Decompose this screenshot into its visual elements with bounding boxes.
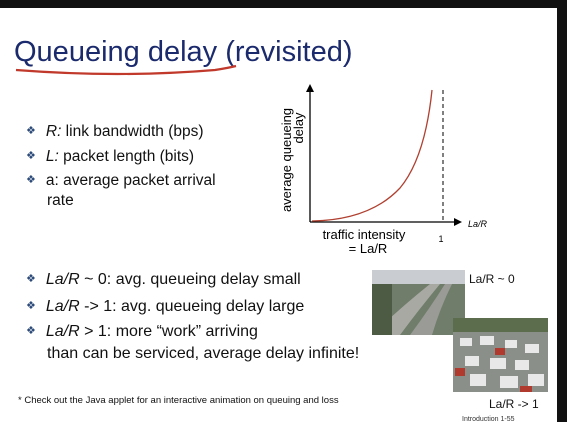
x-axis-label: La/R: [468, 219, 488, 229]
page-number: Introduction 1-55: [462, 416, 515, 422]
bullet-text: ~ 0: avg. queueing delay small: [79, 271, 301, 288]
bullet-text: -> 1: avg. queueing delay large: [79, 298, 305, 315]
bullet-marker: ❖: [26, 325, 36, 337]
title-underline: [15, 64, 237, 76]
bullet-text: packet length (bits): [58, 148, 195, 165]
y-label: average queueing: [279, 108, 294, 212]
delay-curve: [311, 89, 433, 222]
title: Queueing delay (revisited): [14, 36, 353, 68]
bullet-marker: ❖: [26, 125, 36, 137]
bullet-text: a: average packet arrival: [45, 172, 216, 189]
bullet-text: > 1: more “work” arriving: [79, 323, 258, 340]
bullet-variable: R:: [45, 123, 62, 140]
bullet: ❖ L: packet length (bits): [26, 148, 194, 166]
bullet-variable: La/R: [45, 298, 80, 315]
bullet-marker: ❖: [26, 300, 36, 312]
bullet-continuation: than can be serviced, average delay infi…: [47, 345, 360, 362]
bullet-marker: ❖: [26, 273, 36, 285]
bullet-variable: L:: [45, 148, 59, 165]
bullet-text: link bandwidth (bps): [61, 123, 204, 140]
x-tick-label: 1: [438, 234, 443, 244]
bullet: ❖ La/R > 1: more “work” arriving: [26, 323, 258, 341]
bullet: ❖ R: link bandwidth (bps): [26, 123, 204, 141]
bullet: ❖ La/R ~ 0: avg. queueing delay small: [26, 271, 301, 289]
bullet: ❖ a: average packet arrival: [26, 172, 216, 190]
photo-caption: La/R -> 1: [489, 397, 539, 411]
bullet-variable: La/R: [45, 323, 80, 340]
y-label: delay: [291, 112, 306, 144]
y-arrow: [306, 84, 314, 92]
photo-empty-highway: [372, 270, 465, 335]
slide: Queueing delay (revisited) average queue…: [0, 8, 557, 422]
x-label: traffic intensity: [323, 227, 406, 242]
bullet-marker: ❖: [26, 150, 36, 162]
photo-caption: La/R ~ 0: [469, 272, 515, 286]
bullet-variable: La/R: [45, 271, 80, 288]
decor: average queueing delay traffic intensity…: [15, 64, 548, 392]
footnote: * Check out the Java applet for an inter…: [18, 395, 339, 406]
bullet: ❖ La/R -> 1: avg. queueing delay large: [26, 298, 304, 316]
bullet-continuation: rate: [47, 192, 74, 209]
bullet-marker: ❖: [26, 174, 36, 186]
x-arrow: [454, 218, 462, 226]
photo-traffic-jam: [453, 318, 548, 392]
x-label: = La/R: [349, 241, 388, 256]
